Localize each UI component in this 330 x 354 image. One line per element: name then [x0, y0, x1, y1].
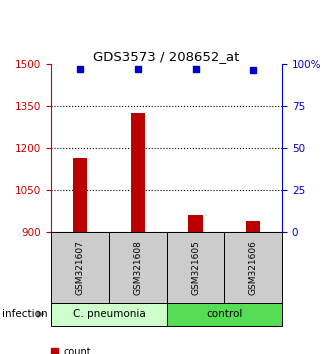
- Text: infection: infection: [2, 309, 47, 319]
- Title: GDS3573 / 208652_at: GDS3573 / 208652_at: [93, 50, 240, 63]
- Text: GSM321608: GSM321608: [133, 240, 142, 295]
- Bar: [131, 113, 145, 232]
- Bar: [246, 221, 260, 232]
- Text: count: count: [63, 347, 91, 354]
- Text: GSM321606: GSM321606: [249, 240, 258, 295]
- Text: GSM321607: GSM321607: [76, 240, 84, 295]
- Bar: [188, 215, 203, 232]
- Text: GSM321605: GSM321605: [191, 240, 200, 295]
- Text: control: control: [206, 309, 243, 319]
- Bar: [73, 158, 87, 232]
- Text: C. pneumonia: C. pneumonia: [73, 309, 145, 319]
